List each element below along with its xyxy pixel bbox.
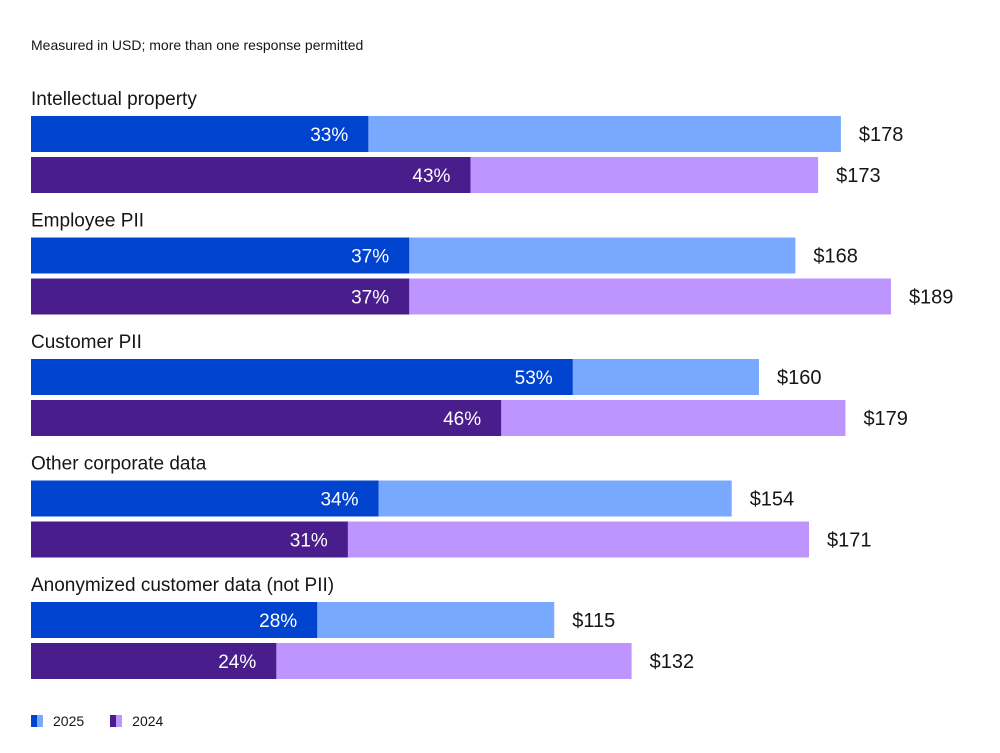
percent-label-2024-anonymized-customer-data-not-pii: 24%: [218, 652, 256, 673]
category-label-intellectual-property: Intellectual property: [31, 89, 197, 110]
value-label-2025-anonymized-customer-data-not-pii: $115: [572, 610, 615, 632]
percent-label-2025-customer-pii: 53%: [515, 368, 553, 389]
legend-item-2025: 2025: [31, 713, 84, 729]
category-label-other-corporate-data: Other corporate data: [31, 454, 207, 475]
category-label-employee-pii: Employee PII: [31, 211, 144, 232]
percent-label-2024-customer-pii: 46%: [443, 409, 481, 430]
percent-label-2025-other-corporate-data: 34%: [320, 490, 358, 511]
value-label-2024-intellectual-property: $173: [836, 165, 881, 187]
legend: 2025 2024: [31, 713, 163, 729]
legend-item-2024: 2024: [110, 713, 163, 729]
value-label-2025-employee-pii: $168: [813, 246, 858, 268]
bar-percent-2025-intellectual-property: [31, 116, 369, 152]
value-label-2024-customer-pii: $179: [863, 408, 908, 430]
percent-label-2024-employee-pii: 37%: [351, 288, 389, 309]
bar-percent-2025-employee-pii: [31, 237, 410, 274]
bar-percent-2024-intellectual-property: [31, 157, 471, 193]
bar-percent-2025-other-corporate-data: [31, 480, 379, 517]
value-label-2025-other-corporate-data: $154: [750, 489, 795, 511]
legend-swatch-2025: [31, 715, 43, 727]
percent-label-2025-employee-pii: 37%: [351, 247, 389, 268]
bar-percent-2025-anonymized-customer-data-not-pii: [31, 602, 318, 638]
legend-label-2025: 2025: [53, 713, 85, 729]
value-label-2024-other-corporate-data: $171: [827, 530, 872, 552]
value-label-2024-anonymized-customer-data-not-pii: $132: [650, 651, 695, 673]
bar-percent-2024-other-corporate-data: [31, 521, 348, 558]
legend-label-2024: 2024: [132, 713, 164, 729]
legend-swatch-2024: [110, 715, 123, 727]
value-label-2024-employee-pii: $189: [909, 287, 954, 309]
percent-label-2025-intellectual-property: 33%: [310, 125, 348, 146]
category-label-customer-pii: Customer PII: [31, 332, 142, 353]
value-label-2025-customer-pii: $160: [777, 367, 822, 389]
bar-percent-2024-anonymized-customer-data-not-pii: [31, 643, 277, 679]
bar-percent-2024-customer-pii: [31, 400, 502, 436]
bar-percent-2025-customer-pii: [31, 359, 573, 395]
chart-subtitle: Measured in USD; more than one response …: [31, 37, 364, 53]
percent-label-2024-other-corporate-data: 31%: [290, 531, 328, 552]
bar-chart: Intellectual property 33% $178 43% $173 Emplo…: [31, 89, 954, 679]
value-label-2025-intellectual-property: $178: [859, 124, 904, 146]
category-label-anonymized-customer-data-not-pii: Anonymized customer data (not PII): [31, 575, 334, 596]
percent-label-2024-intellectual-property: 43%: [412, 166, 450, 187]
bar-percent-2024-employee-pii: [31, 278, 410, 315]
percent-label-2025-anonymized-customer-data-not-pii: 28%: [259, 611, 297, 632]
